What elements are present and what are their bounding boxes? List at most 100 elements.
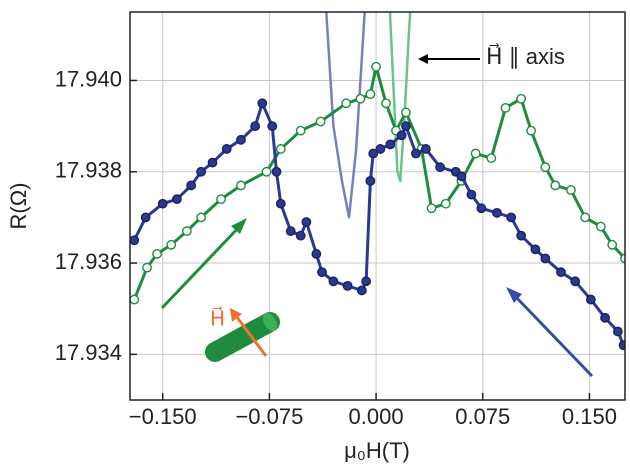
data-point — [271, 166, 282, 177]
data-point — [267, 121, 278, 132]
data-point — [221, 144, 232, 154]
data-point — [401, 121, 411, 132]
y-tick-label: 17.938 — [55, 158, 122, 183]
data-point — [466, 189, 477, 200]
data-point — [526, 125, 537, 136]
data-point — [196, 166, 207, 177]
data-point — [500, 102, 511, 113]
x-tick-label: −0.150 — [129, 404, 197, 429]
data-point — [470, 148, 481, 159]
data-point — [607, 239, 618, 250]
wire-end — [262, 312, 278, 332]
x-tick-label: −0.075 — [235, 404, 303, 429]
data-point — [285, 226, 296, 237]
data-point — [311, 249, 322, 259]
data-point — [426, 203, 437, 214]
data-point — [356, 285, 367, 296]
data-point — [275, 198, 286, 209]
data-point — [371, 61, 381, 72]
data-point — [140, 212, 151, 223]
data-point — [435, 162, 445, 173]
data-point — [401, 107, 411, 118]
data-point — [550, 180, 561, 191]
data-point — [130, 235, 140, 246]
arrow-head — [231, 218, 247, 234]
data-point — [295, 230, 306, 241]
arrow-head — [230, 308, 242, 322]
y-tick-label: 17.936 — [55, 249, 122, 274]
icon-label: H⃗ — [210, 306, 225, 331]
data-point — [486, 153, 497, 163]
plot-area — [130, 12, 625, 351]
data-point — [600, 312, 610, 323]
data-point — [361, 276, 372, 287]
data-point — [261, 166, 272, 177]
series-line — [388, 12, 412, 183]
data-point — [375, 144, 386, 154]
wire — [205, 312, 280, 362]
annotation: H⃗ ∥ axis — [486, 43, 565, 69]
data-point — [530, 244, 541, 255]
data-point — [506, 212, 517, 223]
data-point — [396, 130, 407, 141]
data-point — [157, 198, 168, 209]
data-point — [595, 221, 606, 232]
data-point — [341, 98, 352, 109]
x-tick-label: 0.000 — [349, 404, 404, 429]
y-axis-label: R(Ω) — [6, 183, 31, 230]
data-point — [580, 212, 591, 223]
data-point — [236, 134, 246, 145]
data-point — [328, 276, 339, 287]
wire-icon: H⃗ — [205, 306, 280, 362]
data-point — [315, 116, 326, 127]
data-point — [355, 93, 366, 104]
data-point — [130, 294, 140, 305]
data-point — [570, 276, 581, 287]
data-point — [556, 267, 566, 278]
data-point — [516, 93, 527, 104]
data-point — [275, 144, 286, 154]
data-point — [152, 249, 162, 259]
data-point — [420, 144, 431, 154]
series-line — [325, 12, 366, 219]
data-point — [368, 148, 379, 159]
sweep-arrow — [160, 224, 242, 310]
data-point — [381, 98, 391, 109]
data-point — [440, 198, 451, 209]
data-point — [516, 230, 527, 241]
data-point — [250, 121, 261, 132]
data-point — [411, 148, 421, 159]
sweep-arrow — [512, 293, 594, 378]
data-point — [142, 262, 152, 273]
data-point — [196, 212, 207, 223]
data-point — [456, 171, 467, 182]
data-point — [186, 180, 197, 191]
data-point — [181, 226, 192, 237]
data-point — [172, 194, 182, 205]
data-point — [585, 294, 596, 305]
field-arrow — [234, 315, 268, 357]
data-point — [540, 253, 551, 264]
x-tick-label: 0.075 — [455, 404, 510, 429]
data-point — [295, 125, 306, 136]
data-point — [216, 194, 226, 205]
data-point — [207, 157, 218, 168]
arrow-head — [506, 287, 522, 303]
data-point — [301, 217, 312, 227]
data-point — [618, 340, 625, 351]
y-tick-label: 17.934 — [55, 340, 122, 365]
data-point — [540, 162, 551, 173]
data-point — [166, 239, 177, 250]
data-point — [492, 207, 502, 218]
axes-frame — [129, 11, 626, 401]
x-tick-label: 0.150 — [562, 404, 617, 429]
data-point — [385, 139, 396, 150]
y-tick-label: 17.940 — [55, 66, 122, 91]
data-point — [317, 267, 327, 278]
data-point — [365, 175, 376, 186]
arrow-head — [418, 54, 428, 64]
series-line — [132, 101, 625, 346]
data-point — [365, 89, 376, 100]
data-point — [257, 98, 268, 109]
